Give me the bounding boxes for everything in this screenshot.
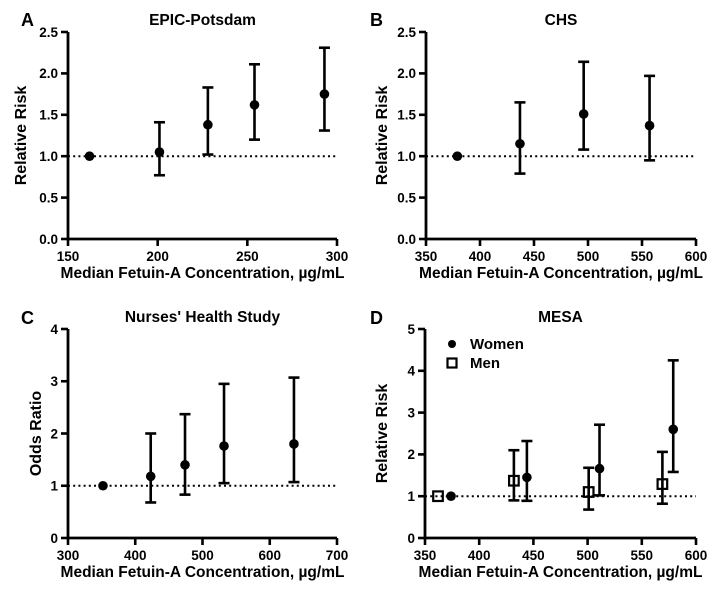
y-axis-title: Relative Risk: [374, 86, 391, 186]
x-tick-label: 400: [124, 548, 147, 563]
panel-title: CHS: [545, 12, 578, 29]
x-tick-label: 450: [522, 548, 545, 563]
x-tick-label: 500: [577, 249, 600, 264]
data-point-marker: [432, 490, 444, 503]
panel-a-epic-potsdam-chart: 150 200 250 300 0.0 0.5 1.0 1.5 2.0 2.5 A EPIC-Pots…: [0, 0, 364, 300]
x-tick-label: 200: [146, 249, 169, 264]
data-point-marker: [656, 478, 669, 490]
panel-letter: A: [21, 10, 34, 30]
data-point-marker: [522, 472, 532, 483]
y-tick-label: 1: [50, 479, 58, 494]
y-tick-label: 0: [50, 531, 58, 546]
y-tick-label: 1.5: [39, 108, 58, 123]
panel-title: EPIC-Potsdam: [149, 12, 256, 29]
y-tick-label: 0: [407, 531, 415, 546]
x-tick-label: 250: [236, 249, 259, 264]
y-tick-label: 4: [50, 322, 58, 337]
y-tick-label: 5: [407, 322, 415, 337]
x-tick-label: 600: [258, 548, 281, 563]
y-tick-label: 4: [407, 364, 415, 379]
x-tick-label: 500: [576, 548, 599, 563]
y-tick-label: 1.0: [39, 149, 58, 164]
y-tick-label: 3: [50, 374, 58, 389]
data-point-marker: [452, 151, 463, 161]
x-axis-title: Median Fetuin-A Concentration, µg/mL: [61, 265, 345, 282]
data-point-marker: [644, 120, 655, 131]
panel-letter: B: [370, 10, 383, 30]
panel-d-mesa-chart: 350 400 450 500 550 600 0 1 2 3 4 5 D MESA Median Fetu…: [364, 300, 728, 603]
data-point-marker: [289, 439, 299, 449]
data-point-marker: [668, 424, 679, 435]
y-tick-label: 0.5: [397, 190, 416, 205]
panel-background: [0, 0, 364, 300]
y-tick-label: 0.5: [39, 190, 58, 205]
x-tick-label: 300: [326, 249, 349, 264]
x-tick-label: 500: [191, 548, 214, 563]
x-axis-title: Median Fetuin-A Concentration, µg/mL: [61, 564, 345, 581]
x-tick-label: 350: [415, 249, 438, 264]
legend-label-men: Men: [470, 355, 500, 372]
data-point-marker: [145, 471, 156, 482]
data-point-marker: [154, 147, 165, 157]
x-tick-label: 400: [468, 548, 491, 563]
panel-letter: D: [370, 308, 383, 328]
data-point-marker: [98, 480, 108, 491]
y-tick-label: 1.5: [397, 108, 416, 123]
x-tick-label: 550: [631, 249, 654, 264]
x-tick-label: 350: [414, 548, 437, 563]
y-tick-label: 2.0: [39, 66, 58, 81]
data-point-marker: [446, 491, 456, 501]
data-point-marker: [219, 441, 229, 451]
y-tick-label: 3: [407, 405, 415, 420]
y-tick-label: 1: [407, 489, 415, 504]
panel-title: Nurses' Health Study: [125, 309, 281, 326]
data-point-marker: [84, 151, 95, 161]
panel-letter: C: [21, 308, 34, 328]
legend: Women Men: [446, 336, 524, 372]
data-point-marker: [507, 474, 520, 487]
y-tick-label: 2: [50, 426, 58, 441]
x-axis-title: Median Fetuin-A Concentration, µg/mL: [419, 265, 703, 282]
x-tick-label: 450: [523, 249, 546, 264]
panel-b-chs-chart: 350 400 450 500 550 600 0.0 0.5 1.0 1.5 2.0 2.5 B CHS…: [364, 0, 728, 300]
data-point-marker: [180, 460, 190, 470]
y-tick-label: 0.0: [39, 232, 58, 247]
x-tick-label: 600: [685, 249, 708, 264]
y-axis-title: Odds Ratio: [28, 391, 45, 477]
x-tick-label: 150: [57, 249, 80, 264]
y-tick-label: 2: [407, 447, 415, 462]
data-point-marker: [203, 119, 213, 130]
y-axis-title: Relative Risk: [374, 384, 391, 484]
legend-marker-women: [448, 340, 456, 348]
data-point-marker: [515, 138, 525, 149]
y-tick-label: 2.5: [397, 25, 416, 40]
data-point-marker: [319, 89, 330, 99]
x-tick-label: 550: [631, 548, 654, 563]
x-tick-label: 300: [57, 548, 80, 563]
y-tick-label: 0.0: [397, 232, 416, 247]
data-point-marker: [578, 109, 589, 119]
y-axis-title: Relative Risk: [13, 86, 30, 186]
legend-marker-men: [446, 357, 458, 369]
x-axis-title: Median Fetuin-A Concentration, µg/mL: [419, 564, 703, 581]
x-tick-label: 600: [685, 548, 708, 563]
x-tick-label: 700: [326, 548, 349, 563]
x-tick-label: 400: [469, 249, 492, 264]
data-point-marker: [582, 486, 595, 498]
data-point-marker: [249, 100, 260, 110]
panel-title: MESA: [538, 309, 583, 326]
legend-label-women: Women: [470, 336, 524, 353]
y-tick-label: 2.5: [39, 25, 58, 40]
y-tick-label: 1.0: [397, 149, 416, 164]
panel-c-nurses-health-study-chart: 300 400 500 600 700 0 1 2 3 4 C Nurses' Health Stud…: [0, 300, 364, 603]
panel-background: [0, 300, 364, 603]
data-point-marker: [594, 463, 605, 474]
y-tick-label: 2.0: [397, 66, 416, 81]
